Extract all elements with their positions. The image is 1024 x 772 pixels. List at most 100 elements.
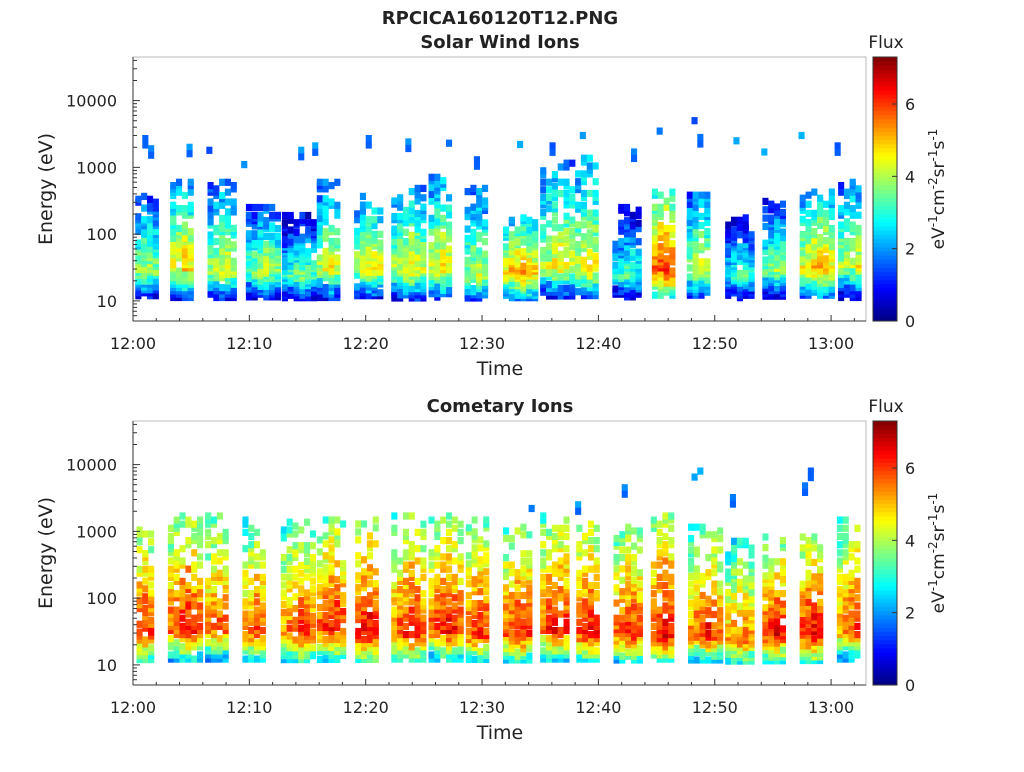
heatmap-cell (257, 267, 264, 275)
heatmap-cell (366, 580, 373, 588)
heatmap-cell (197, 610, 204, 618)
heatmap-cell (736, 216, 743, 224)
heatmap-cell (563, 235, 570, 243)
heatmap-cell (483, 604, 490, 612)
heatmap-cell (526, 633, 533, 641)
heatmap-cell (251, 211, 258, 219)
heatmap-cell (799, 646, 806, 654)
heatmap-cell (575, 272, 582, 280)
heatmap-cell (428, 553, 435, 561)
heatmap-cell (181, 270, 188, 279)
heatmap-cell (725, 240, 732, 249)
colorbar-swatch (873, 259, 897, 264)
heatmap-cell (167, 614, 174, 622)
heatmap-cell (514, 591, 521, 600)
heatmap-cell (366, 623, 373, 632)
heatmap-cell (269, 203, 276, 212)
heatmap-cell (811, 237, 818, 245)
heatmap-cell (248, 598, 255, 606)
heatmap-cell (688, 618, 695, 626)
heatmap-cell (322, 576, 329, 584)
colorbar-swatch (873, 201, 897, 207)
heatmap-cell (465, 600, 472, 608)
heatmap-cell (688, 641, 695, 649)
heatmap-cell (359, 286, 366, 294)
heatmap-cell (451, 618, 458, 626)
heatmap-cell (705, 633, 712, 641)
heatmap-cell (540, 254, 547, 262)
heatmap-cell (248, 639, 255, 647)
heatmap-cell (774, 217, 781, 225)
heatmap-cell (434, 528, 441, 536)
heatmap-cell (298, 628, 305, 636)
heatmap-cell (711, 546, 718, 554)
heatmap-cell (408, 586, 415, 594)
heatmap-cell (817, 620, 824, 628)
colorbar-tick-label: 4 (905, 167, 915, 186)
colorbar-unit-label: eV-1cm-2sr-1s-1 (926, 493, 949, 614)
colorbar-swatch (873, 449, 897, 455)
heatmap-cell (185, 647, 192, 655)
heatmap-cell (402, 553, 409, 561)
heatmap-cell (540, 598, 547, 606)
heatmap-cell (717, 580, 724, 588)
heatmap-cell (328, 651, 335, 659)
heatmap-cell (322, 211, 329, 219)
heatmap-cell (636, 527, 643, 535)
heatmap-cell (526, 599, 533, 607)
heatmap-cell (836, 586, 843, 594)
heatmap-cell (176, 178, 183, 186)
heatmap-cell (167, 626, 174, 635)
heatmap-cell (657, 270, 664, 278)
heatmap-cell (167, 618, 174, 626)
heatmap-cell (211, 626, 218, 635)
heatmap-cell (148, 616, 155, 624)
heatmap-cell (526, 550, 533, 558)
heatmap-cell (259, 639, 266, 647)
heatmap-cell (251, 285, 258, 293)
heatmap-cell (322, 588, 329, 596)
heatmap-cell (551, 250, 558, 258)
heatmap-cell (334, 616, 341, 624)
heatmap-cell (483, 544, 490, 552)
heatmap-cell (731, 592, 738, 600)
heatmap-cell (142, 553, 149, 562)
heatmap-cell (705, 641, 712, 649)
colorbar-swatch (873, 57, 897, 62)
heatmap-cell (656, 586, 663, 594)
heatmap-cell (636, 595, 643, 603)
heatmap-cell (309, 565, 316, 573)
heatmap-cell (836, 573, 843, 581)
heatmap-cell (698, 191, 705, 199)
heatmap-cell (152, 283, 159, 291)
heatmap-cell (451, 622, 458, 630)
heatmap-cell (197, 524, 204, 532)
heatmap-cell (557, 265, 564, 273)
heatmap-cell (361, 600, 368, 608)
heatmap-cell (397, 651, 404, 659)
heatmap-cell (848, 577, 855, 585)
heatmap-cell (686, 212, 693, 220)
heatmap-cell (322, 205, 329, 213)
heatmap-cell (322, 556, 329, 564)
heatmap-cell (304, 608, 311, 617)
colorbar-swatch (873, 544, 897, 550)
heatmap-cell (476, 247, 483, 255)
heatmap-cell (440, 577, 447, 585)
heatmap-cell (592, 178, 599, 186)
heatmap-cell (185, 622, 192, 630)
heatmap-cell (669, 279, 676, 287)
heatmap-cell (520, 591, 527, 600)
heatmap-cell (245, 240, 252, 248)
heatmap-cell (451, 614, 458, 622)
heatmap-cell (359, 192, 366, 200)
heatmap-cell (514, 656, 521, 664)
heatmap-cell (420, 557, 427, 565)
heatmap-cell (170, 241, 177, 249)
heatmap-cell (152, 292, 159, 300)
heatmap-cell (464, 188, 471, 196)
heatmap-cell (361, 520, 368, 528)
heatmap-cell (179, 643, 186, 651)
heatmap-cell (526, 255, 533, 263)
heatmap-cell (551, 651, 558, 659)
